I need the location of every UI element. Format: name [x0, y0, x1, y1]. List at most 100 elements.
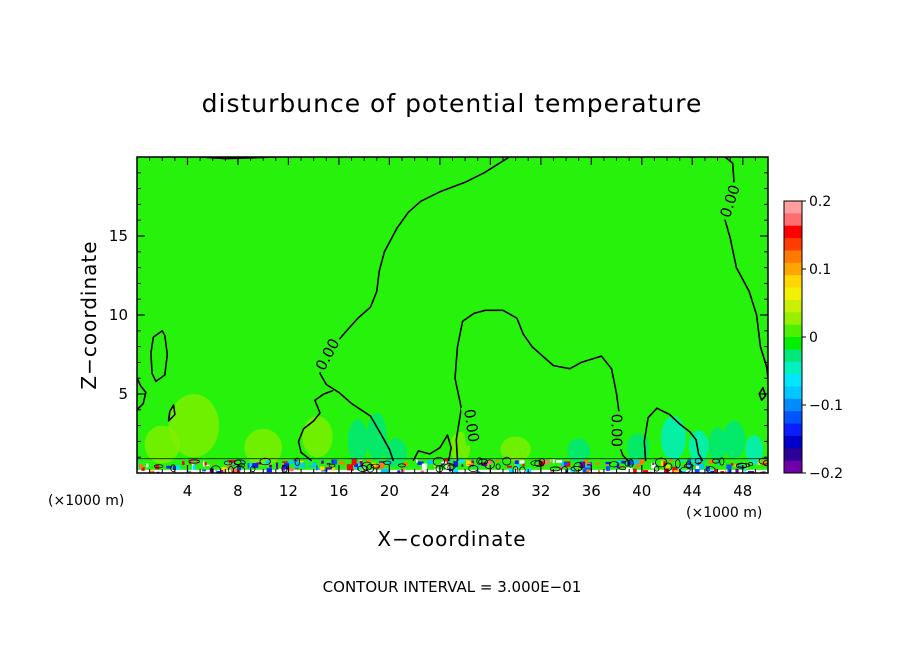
- colorbar-swatch: [784, 238, 802, 251]
- surface-cell: [514, 460, 519, 465]
- surface-contour: [294, 457, 300, 467]
- surface-cell: [421, 463, 428, 470]
- colorbar-swatch: [784, 312, 802, 326]
- surface-cell: [694, 462, 699, 467]
- surface-contour: [357, 465, 369, 472]
- surface-cell: [376, 466, 379, 469]
- surface-contour: [328, 463, 336, 468]
- plot-area: 0.000.00 0.000.00 4 8 12 16 20 24 28 32 36 40 44 48 …: [109, 156, 769, 500]
- anomaly-patch-5: [366, 412, 387, 461]
- surface-cell: [316, 465, 318, 471]
- anomaly-patch-0: [168, 394, 220, 458]
- contour-label-bg: [310, 333, 344, 376]
- surface-cell: [720, 471, 725, 473]
- colorbar-swatch: [784, 299, 802, 313]
- surface-cell: [445, 465, 449, 472]
- surface-contour: [654, 465, 660, 472]
- surface-contour: [432, 456, 445, 467]
- contour-line-0: [319, 157, 511, 462]
- surface-cell: [595, 461, 600, 466]
- surface-cell: [351, 459, 357, 466]
- anomaly-patches: [144, 394, 763, 467]
- surface-cell: [190, 458, 194, 464]
- surface-cell: [693, 459, 699, 463]
- surface-cell: [708, 459, 715, 464]
- colorbar-swatch: [784, 374, 802, 387]
- colorbar-swatch: [784, 250, 802, 264]
- surface-cell: [642, 470, 649, 473]
- surface-cell: [526, 468, 532, 473]
- surface-cell: [732, 463, 735, 466]
- colorbar-swatch: [784, 349, 802, 363]
- surface-cell: [338, 461, 345, 465]
- surface-cell: [669, 459, 673, 463]
- surface-cell: [563, 462, 569, 465]
- y-axis-title: Z−coordinate: [77, 240, 101, 389]
- surface-cell: [666, 465, 670, 468]
- field-background: [137, 157, 768, 473]
- surface-cell: [196, 458, 199, 465]
- surface-cell: [761, 460, 767, 466]
- x-tick-label: 4: [183, 482, 193, 500]
- surface-cell: [660, 460, 665, 467]
- surface-cell: [673, 470, 680, 473]
- surface-cell: [417, 461, 424, 466]
- x-axis-ticks: 4 8 12 16 20 24 28 32 36 40 44 48: [149, 157, 756, 500]
- contour-line-1: [297, 390, 334, 462]
- surface-cell: [621, 460, 626, 464]
- surface-cell: [313, 462, 317, 468]
- x-axis-unit-left: (×1000 m): [48, 493, 124, 509]
- surface-cell: [249, 462, 252, 469]
- surface-cell: [679, 460, 686, 462]
- surface-cell: [241, 461, 245, 465]
- surface-contour: [519, 466, 526, 473]
- surface-contour: [608, 461, 619, 468]
- surface-cell: [754, 460, 757, 465]
- surface-cell: [166, 465, 172, 469]
- surface-cell: [172, 465, 176, 471]
- surface-cell: [269, 464, 272, 468]
- surface-contour: [762, 459, 768, 467]
- surface-cell: [282, 464, 285, 471]
- surface-cell: [744, 465, 747, 472]
- x-tick-label: 40: [632, 482, 651, 500]
- surface-cell: [687, 459, 692, 465]
- surface-cell: [238, 470, 241, 473]
- surface-cell: [256, 462, 262, 465]
- surface-cell: [353, 466, 358, 471]
- surface-cell: [252, 471, 255, 473]
- surface-cell: [263, 463, 268, 465]
- surface-cell: [570, 468, 576, 472]
- surface-contour: [655, 457, 668, 468]
- surface-cell: [434, 468, 439, 471]
- surface-cell: [543, 460, 550, 465]
- colorbar-swatch: [784, 398, 802, 412]
- anomaly-patch-2: [244, 428, 283, 467]
- surface-cell: [583, 459, 589, 463]
- surface-cell: [691, 459, 696, 462]
- colorbar-swatch: [784, 201, 802, 214]
- surface-contour: [758, 457, 768, 465]
- surface-cell: [441, 461, 443, 467]
- surface-cell: [359, 461, 363, 468]
- surface-contour: [674, 459, 681, 469]
- x-axis-title: X−coordinate: [377, 527, 526, 551]
- surface-cell: [696, 465, 700, 471]
- x-tick-label: 12: [279, 482, 298, 500]
- colorbar-tick-label: 0.1: [809, 262, 831, 278]
- surface-cell: [202, 469, 206, 472]
- surface-cell: [516, 467, 518, 470]
- surface-cell: [252, 462, 259, 468]
- surface-cell: [633, 460, 641, 465]
- surface-cell: [357, 463, 361, 468]
- surface-cell: [754, 462, 760, 466]
- contour-line-6: [412, 434, 452, 462]
- surface-cell: [552, 458, 555, 464]
- y-tick-label: 5: [118, 385, 128, 403]
- surface-contour: [397, 463, 406, 468]
- surface-cell: [316, 468, 322, 471]
- contour-lines: [137, 157, 768, 462]
- surface-cell: [378, 462, 385, 469]
- surface-contour: [153, 464, 164, 469]
